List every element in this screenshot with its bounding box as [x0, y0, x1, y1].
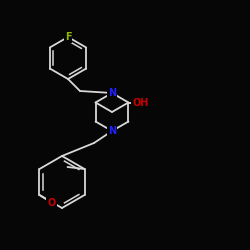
- Text: N: N: [108, 88, 116, 98]
- Text: F: F: [65, 32, 71, 42]
- Text: OH: OH: [132, 98, 149, 108]
- Text: O: O: [47, 198, 56, 208]
- Text: N: N: [108, 126, 116, 136]
